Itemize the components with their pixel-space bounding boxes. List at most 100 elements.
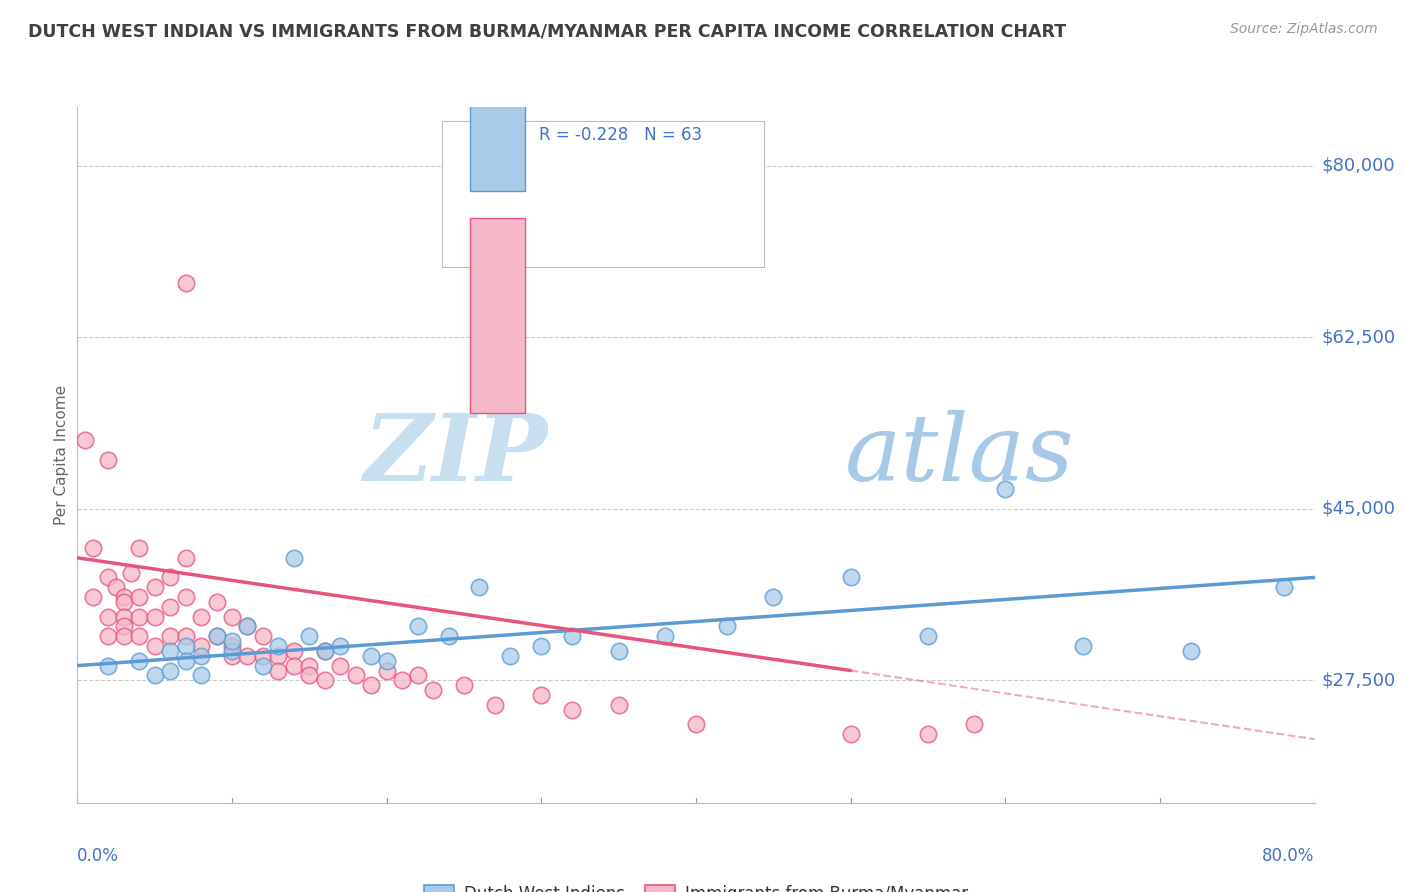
Point bbox=[205, 629, 228, 643]
Point bbox=[221, 648, 243, 663]
Point bbox=[236, 648, 259, 663]
Point bbox=[174, 277, 197, 291]
Point bbox=[360, 678, 382, 692]
Bar bbox=[470, 0, 526, 191]
Point bbox=[298, 658, 321, 673]
Point bbox=[267, 639, 290, 653]
Point bbox=[252, 629, 274, 643]
Point bbox=[221, 644, 243, 658]
Point bbox=[128, 590, 150, 604]
Point bbox=[917, 727, 939, 741]
Point bbox=[97, 609, 120, 624]
Text: 80.0%: 80.0% bbox=[1263, 847, 1315, 865]
Point bbox=[716, 619, 738, 633]
Point bbox=[159, 599, 181, 614]
Point bbox=[128, 629, 150, 643]
Point bbox=[963, 717, 986, 731]
Point bbox=[298, 668, 321, 682]
Point bbox=[283, 644, 305, 658]
Point bbox=[143, 639, 166, 653]
Point bbox=[174, 550, 197, 565]
Point bbox=[329, 658, 352, 673]
Point bbox=[112, 595, 135, 609]
FancyBboxPatch shape bbox=[443, 121, 763, 267]
Point bbox=[82, 541, 104, 555]
Point bbox=[174, 654, 197, 668]
Point bbox=[1071, 639, 1094, 653]
Point bbox=[174, 639, 197, 653]
Point bbox=[221, 609, 243, 624]
Point bbox=[484, 698, 506, 712]
Text: atlas: atlas bbox=[845, 410, 1074, 500]
Point bbox=[97, 629, 120, 643]
Point bbox=[561, 703, 583, 717]
Point bbox=[298, 629, 321, 643]
Point bbox=[561, 629, 583, 643]
Point bbox=[468, 580, 491, 594]
Point bbox=[159, 570, 181, 584]
Point bbox=[499, 648, 522, 663]
Point bbox=[437, 629, 460, 643]
Point bbox=[97, 658, 120, 673]
Point bbox=[190, 648, 212, 663]
Point bbox=[839, 570, 862, 584]
Point bbox=[375, 654, 398, 668]
Point bbox=[530, 639, 553, 653]
Point bbox=[128, 541, 150, 555]
Point bbox=[174, 590, 197, 604]
Text: Source: ZipAtlas.com: Source: ZipAtlas.com bbox=[1230, 22, 1378, 37]
Point bbox=[112, 609, 135, 624]
Point bbox=[190, 668, 212, 682]
Point bbox=[607, 698, 630, 712]
Text: $62,500: $62,500 bbox=[1322, 328, 1396, 346]
Point bbox=[112, 590, 135, 604]
Point bbox=[917, 629, 939, 643]
Text: 0.0%: 0.0% bbox=[77, 847, 120, 865]
Point bbox=[75, 434, 96, 448]
Point bbox=[159, 664, 181, 678]
Point bbox=[205, 595, 228, 609]
Point bbox=[143, 580, 166, 594]
Point bbox=[82, 590, 104, 604]
Point bbox=[391, 673, 413, 688]
Point bbox=[375, 664, 398, 678]
Point bbox=[159, 644, 181, 658]
Point bbox=[267, 664, 290, 678]
Text: $80,000: $80,000 bbox=[1322, 157, 1395, 175]
Point bbox=[128, 609, 150, 624]
Point bbox=[143, 668, 166, 682]
Point bbox=[422, 683, 444, 698]
Bar bbox=[470, 219, 526, 413]
Point bbox=[112, 629, 135, 643]
Point bbox=[159, 629, 181, 643]
Point bbox=[190, 609, 212, 624]
Point bbox=[97, 452, 120, 467]
Point bbox=[453, 678, 475, 692]
Text: $27,500: $27,500 bbox=[1322, 672, 1396, 690]
Y-axis label: Per Capita Income: Per Capita Income bbox=[53, 384, 69, 525]
Point bbox=[994, 482, 1017, 496]
Legend: Dutch West Indiens, Immigrants from Burma/Myanmar: Dutch West Indiens, Immigrants from Burm… bbox=[418, 878, 974, 892]
Point bbox=[406, 619, 429, 633]
Point bbox=[406, 668, 429, 682]
Point bbox=[205, 629, 228, 643]
Point bbox=[128, 654, 150, 668]
Point bbox=[221, 639, 243, 653]
Point bbox=[143, 609, 166, 624]
Point bbox=[685, 717, 707, 731]
Point bbox=[314, 673, 336, 688]
Point bbox=[762, 590, 785, 604]
Point bbox=[344, 668, 367, 682]
Point bbox=[283, 550, 305, 565]
Text: DUTCH WEST INDIAN VS IMMIGRANTS FROM BURMA/MYANMAR PER CAPITA INCOME CORRELATION: DUTCH WEST INDIAN VS IMMIGRANTS FROM BUR… bbox=[28, 22, 1066, 40]
Point bbox=[121, 566, 143, 580]
Point bbox=[314, 644, 336, 658]
Point bbox=[654, 629, 676, 643]
Point bbox=[112, 619, 135, 633]
Point bbox=[1180, 644, 1202, 658]
Point bbox=[314, 644, 336, 658]
Point bbox=[174, 629, 197, 643]
Point bbox=[283, 658, 305, 673]
Point bbox=[839, 727, 862, 741]
Point bbox=[105, 580, 127, 594]
